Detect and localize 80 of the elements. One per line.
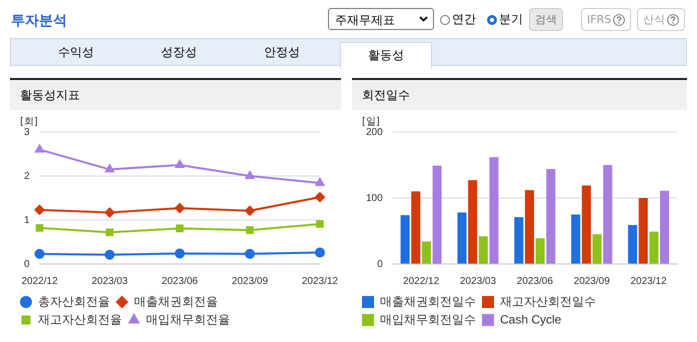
point xyxy=(246,226,254,234)
text: IFRS xyxy=(587,12,612,28)
point xyxy=(316,220,324,228)
point xyxy=(315,178,324,186)
bar xyxy=(524,190,534,264)
x-tick-label: 2022/12 xyxy=(403,276,440,287)
y-tick-label: 1 xyxy=(24,214,30,226)
legend-label: 매입채무회전일수 xyxy=(380,312,476,326)
x-tick-label: 2023/09 xyxy=(574,276,610,287)
y-tick-label: 2 xyxy=(24,170,30,182)
point xyxy=(314,192,325,202)
legend-label: 매입채무회전율 xyxy=(146,312,230,326)
text: 분기 xyxy=(499,11,523,28)
point xyxy=(314,248,325,258)
legend-label: 총자산회전율 xyxy=(38,294,110,308)
x-tick-label: 2023/06 xyxy=(516,276,554,287)
point xyxy=(176,224,184,232)
x-tick-label: 2023/12 xyxy=(630,276,668,287)
chart-title: 회전일수 xyxy=(352,80,687,110)
y-axis-title: [회] xyxy=(20,116,38,128)
y-tick-label: 0 xyxy=(377,258,384,270)
x-tick-label: 2023/12 xyxy=(302,276,338,287)
chart-title: 활동성지표 xyxy=(10,80,341,110)
point xyxy=(174,203,185,214)
text: 연간 xyxy=(452,11,476,28)
x-tick-label: 2022/12 xyxy=(21,276,58,287)
legend-label: 매출채권회전일수 xyxy=(380,294,476,308)
point xyxy=(36,224,44,232)
x-tick-label: 2023/06 xyxy=(162,276,198,287)
point xyxy=(105,164,114,172)
bar xyxy=(422,242,431,264)
text: 투자분석 xyxy=(11,12,67,30)
y-tick-label: 0 xyxy=(24,258,30,270)
bar xyxy=(582,185,591,264)
bar xyxy=(536,238,545,264)
y-axis-title: [일] xyxy=(362,116,380,128)
point xyxy=(104,208,115,218)
y-tick-label: 100 xyxy=(366,192,384,204)
bar xyxy=(400,215,410,264)
bar xyxy=(638,198,648,264)
bar xyxy=(432,166,442,264)
bar xyxy=(660,190,670,264)
bar xyxy=(514,217,524,264)
bar xyxy=(489,157,499,264)
bar xyxy=(628,225,638,264)
bar xyxy=(546,168,556,264)
x-tick-label: 2023/09 xyxy=(232,276,268,287)
bar xyxy=(649,232,658,264)
bar xyxy=(592,234,602,264)
text: 성장성 xyxy=(160,44,198,61)
point xyxy=(35,144,44,153)
bar xyxy=(457,212,467,264)
legend-label: 매출채권회전율 xyxy=(134,294,218,308)
bar xyxy=(468,180,478,264)
legend-label: 재고자산회전일수 xyxy=(500,294,596,308)
bar xyxy=(478,236,488,264)
point xyxy=(34,204,45,215)
bar xyxy=(571,214,580,264)
point xyxy=(245,171,254,179)
bar xyxy=(603,165,612,264)
point xyxy=(244,248,255,259)
text: 수익성 xyxy=(57,44,95,61)
text: 주재무제표 xyxy=(328,8,434,30)
legend-label: Cash Cycle xyxy=(500,312,562,326)
text: 검색 xyxy=(535,12,557,28)
y-tick-label: 3 xyxy=(24,126,30,138)
point xyxy=(34,248,45,259)
point xyxy=(174,248,185,258)
text: 안정성 xyxy=(263,44,301,61)
x-tick-label: 2023/03 xyxy=(460,276,496,287)
bar xyxy=(411,191,420,264)
x-tick-label: 2023/03 xyxy=(92,276,128,287)
point xyxy=(104,250,115,260)
y-tick-label: 200 xyxy=(366,126,384,138)
point xyxy=(175,160,184,168)
point xyxy=(244,206,255,216)
text: 활동성 xyxy=(340,42,432,69)
text: 산식 xyxy=(643,12,665,28)
point xyxy=(106,228,114,236)
legend-label: 재고자산회전율 xyxy=(38,312,122,326)
